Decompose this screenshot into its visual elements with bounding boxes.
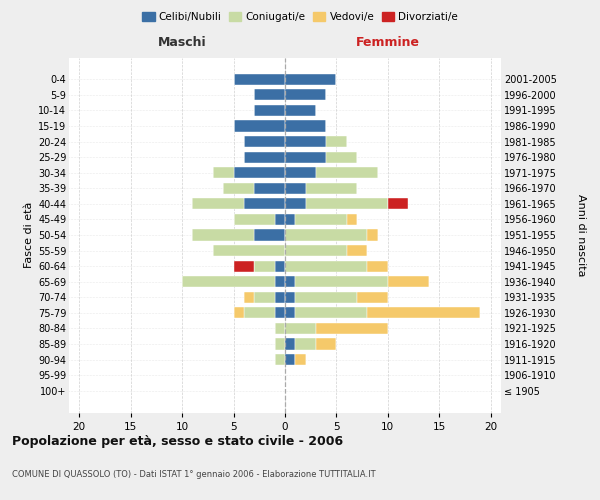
Bar <box>275 323 285 334</box>
Y-axis label: Fasce di età: Fasce di età <box>23 202 34 268</box>
Bar <box>233 308 244 318</box>
Bar <box>285 323 316 334</box>
Bar <box>285 308 295 318</box>
Bar <box>316 167 377 178</box>
Bar <box>254 105 285 116</box>
Bar <box>244 292 254 303</box>
Bar <box>244 152 285 162</box>
Bar <box>326 136 347 147</box>
Bar <box>285 120 326 132</box>
Bar <box>347 245 367 256</box>
Bar <box>233 74 285 85</box>
Bar <box>254 182 285 194</box>
Bar <box>285 260 367 272</box>
Bar <box>326 152 357 162</box>
Bar <box>254 260 275 272</box>
Bar <box>305 198 388 209</box>
Bar <box>357 292 388 303</box>
Bar <box>233 260 254 272</box>
Bar <box>193 230 254 240</box>
Bar <box>193 198 244 209</box>
Bar <box>285 214 295 225</box>
Bar <box>305 182 357 194</box>
Bar <box>213 245 285 256</box>
Bar <box>285 245 347 256</box>
Legend: Celibi/Nubili, Coniugati/e, Vedovi/e, Divorziati/e: Celibi/Nubili, Coniugati/e, Vedovi/e, Di… <box>138 8 462 26</box>
Y-axis label: Anni di nascita: Anni di nascita <box>576 194 586 276</box>
Bar <box>254 89 285 101</box>
Bar <box>285 182 305 194</box>
Bar <box>295 338 316 349</box>
Bar <box>275 292 285 303</box>
Bar <box>285 230 367 240</box>
Bar <box>347 214 357 225</box>
Bar <box>295 354 305 365</box>
Bar <box>223 182 254 194</box>
Bar <box>295 276 388 287</box>
Bar <box>285 152 326 162</box>
Bar <box>285 338 295 349</box>
Bar <box>254 230 285 240</box>
Bar <box>213 167 233 178</box>
Bar <box>285 74 337 85</box>
Bar <box>367 260 388 272</box>
Bar <box>275 354 285 365</box>
Bar <box>275 276 285 287</box>
Bar <box>388 198 409 209</box>
Bar <box>295 292 357 303</box>
Text: Maschi: Maschi <box>158 36 206 49</box>
Bar <box>285 292 295 303</box>
Bar <box>316 338 337 349</box>
Bar <box>233 214 275 225</box>
Bar <box>275 260 285 272</box>
Text: COMUNE DI QUASSOLO (TO) - Dati ISTAT 1° gennaio 2006 - Elaborazione TUTTITALIA.I: COMUNE DI QUASSOLO (TO) - Dati ISTAT 1° … <box>12 470 376 479</box>
Bar <box>275 214 285 225</box>
Bar <box>316 323 388 334</box>
Text: Femmine: Femmine <box>356 36 420 49</box>
Bar <box>367 230 377 240</box>
Bar <box>295 308 367 318</box>
Bar <box>295 214 347 225</box>
Bar <box>285 198 305 209</box>
Bar <box>367 308 481 318</box>
Bar <box>275 338 285 349</box>
Bar <box>285 89 326 101</box>
Bar <box>233 167 285 178</box>
Bar <box>275 308 285 318</box>
Bar <box>285 105 316 116</box>
Bar <box>233 120 285 132</box>
Bar <box>285 167 316 178</box>
Bar <box>244 308 275 318</box>
Bar <box>254 292 275 303</box>
Bar <box>285 354 295 365</box>
Text: Popolazione per età, sesso e stato civile - 2006: Popolazione per età, sesso e stato civil… <box>12 435 343 448</box>
Bar <box>244 198 285 209</box>
Bar <box>388 276 429 287</box>
Bar <box>244 136 285 147</box>
Bar <box>182 276 275 287</box>
Bar <box>285 136 326 147</box>
Bar <box>285 276 295 287</box>
